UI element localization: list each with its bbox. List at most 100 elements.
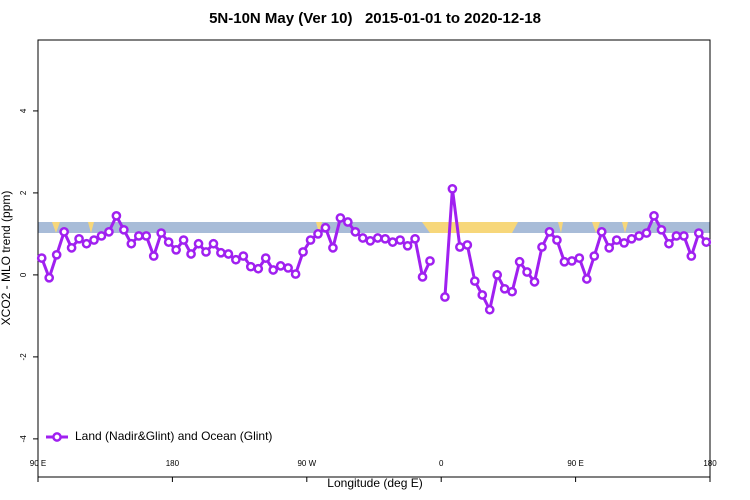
data-point [216, 247, 226, 258]
data-point [59, 227, 69, 237]
legend-label: Land (Nadir&Glint) and Ocean (Glint) [75, 429, 272, 443]
data-point [313, 229, 323, 239]
data-point [268, 265, 279, 275]
data-point [148, 251, 159, 261]
data-point [253, 263, 264, 274]
data-point [141, 231, 152, 241]
data-point [104, 227, 114, 237]
data-point [111, 211, 122, 221]
data-point [440, 292, 450, 302]
x-tick-label: 90 E [567, 459, 583, 468]
data-point [387, 237, 398, 247]
data-point [372, 233, 383, 243]
data-point [693, 228, 704, 238]
plot-frame [37, 39, 711, 478]
data-point [238, 251, 249, 261]
data-point [365, 236, 376, 246]
data-point [686, 251, 697, 261]
x-tick-label: 90 W [297, 459, 316, 468]
data-point [581, 274, 592, 284]
data-point [574, 253, 585, 263]
data-point [395, 235, 405, 245]
data-point [380, 233, 391, 244]
data-point [469, 276, 480, 286]
data-point [283, 263, 293, 273]
data-point [664, 238, 674, 249]
data-point [193, 238, 204, 249]
data-point [208, 238, 219, 249]
chart-title: 5N-10N May (Ver 10) 2015-01-01 to 2020-1… [209, 10, 541, 27]
data-point [51, 249, 62, 260]
data-point [507, 286, 517, 297]
data-point [328, 242, 338, 253]
data-point [231, 254, 241, 265]
data-point [499, 283, 510, 294]
data-point [320, 222, 331, 233]
x-tick-label: 90 E [30, 459, 46, 468]
data-point [74, 233, 84, 244]
legend: Land (Nadir&Glint) and Ocean (Glint) [46, 429, 272, 443]
data-point [119, 224, 129, 235]
data-point [529, 277, 540, 287]
data-point [701, 237, 712, 247]
data-point [178, 235, 189, 245]
data-point [484, 304, 495, 315]
data-point [641, 228, 652, 238]
data-point [156, 228, 167, 238]
data-point [417, 272, 428, 282]
data-point [66, 242, 77, 253]
data-point [402, 240, 413, 251]
data-point [634, 231, 644, 241]
data-point [96, 231, 107, 241]
x-tick-label: 0 [439, 459, 444, 468]
data-point [126, 238, 137, 249]
data-point [343, 217, 353, 227]
data-point [447, 183, 458, 194]
data-point [477, 290, 488, 300]
data-point [544, 227, 555, 237]
data-point [679, 231, 689, 241]
data-point [186, 249, 196, 259]
data-point [522, 267, 532, 277]
data-point [589, 251, 600, 261]
y-tick-label: -2 [19, 353, 28, 361]
map-strip [38, 222, 710, 233]
data-point [425, 256, 435, 266]
data-point [492, 270, 503, 280]
data-point [626, 233, 637, 244]
data-point [596, 227, 607, 237]
data-point [305, 235, 316, 245]
y-tick-label: 0 [19, 272, 28, 277]
x-tick-label: 180 [166, 459, 180, 468]
data-point [656, 224, 667, 235]
data-point [223, 249, 234, 259]
data-point [163, 237, 174, 247]
data-point [537, 242, 547, 252]
data-point [81, 238, 92, 249]
data-point [350, 227, 361, 237]
data-point [245, 261, 256, 272]
data-point [335, 213, 346, 223]
data-point [619, 238, 629, 248]
data-point [671, 231, 682, 241]
data-point [171, 245, 181, 255]
data-point [514, 256, 525, 267]
data-point [604, 242, 615, 253]
x-axis-label: Longitude (deg E) [327, 476, 422, 490]
y-tick-label: 4 [19, 108, 28, 113]
data-point [455, 242, 465, 252]
data-point [133, 231, 144, 241]
y-axis-label: XCO2 - MLO trend (ppm) [0, 191, 13, 326]
y-tick-label: 2 [19, 190, 28, 195]
data-point [462, 240, 473, 250]
data-point [410, 233, 420, 244]
data-point [567, 256, 577, 266]
data-point [44, 272, 55, 283]
data-point [298, 247, 308, 257]
legend-marker [52, 432, 62, 442]
data-point [275, 261, 286, 271]
data-point [290, 269, 301, 279]
x-tick-label: 180 [703, 459, 717, 468]
data-point [611, 235, 622, 245]
